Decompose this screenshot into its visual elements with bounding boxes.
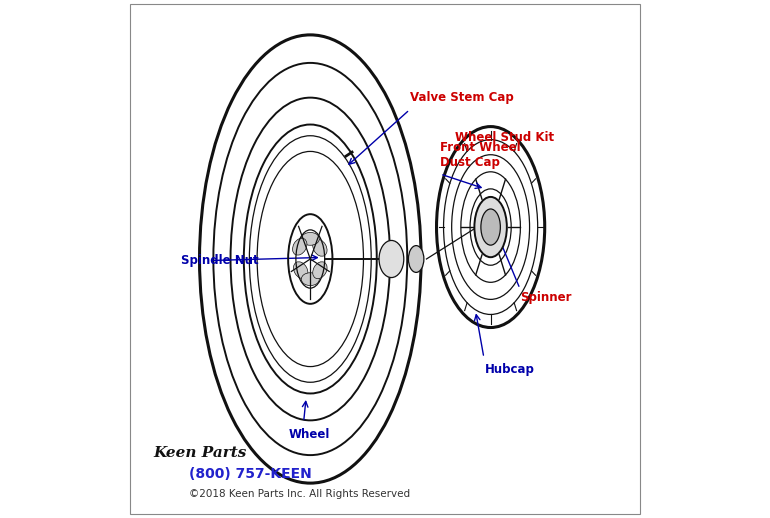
Text: Spinner: Spinner xyxy=(521,292,572,305)
Ellipse shape xyxy=(313,239,327,256)
Ellipse shape xyxy=(474,197,507,257)
Ellipse shape xyxy=(293,262,308,279)
Ellipse shape xyxy=(313,262,327,279)
Text: Wheel: Wheel xyxy=(289,428,330,441)
Text: Keen Parts: Keen Parts xyxy=(153,447,246,461)
Text: ©2018 Keen Parts Inc. All Rights Reserved: ©2018 Keen Parts Inc. All Rights Reserve… xyxy=(189,489,410,499)
Ellipse shape xyxy=(301,273,320,285)
Ellipse shape xyxy=(408,246,424,272)
Ellipse shape xyxy=(379,240,403,278)
Text: Valve Stem Cap: Valve Stem Cap xyxy=(410,92,514,105)
Ellipse shape xyxy=(481,209,500,245)
Text: (800) 757-KEEN: (800) 757-KEEN xyxy=(189,467,312,481)
Text: Hubcap: Hubcap xyxy=(484,363,534,376)
Ellipse shape xyxy=(301,233,320,245)
Text: Front Wheel
Dust Cap: Front Wheel Dust Cap xyxy=(440,141,521,169)
Ellipse shape xyxy=(293,238,307,255)
Text: Spindle Nut: Spindle Nut xyxy=(182,254,259,267)
Text: Wheel Stud Kit: Wheel Stud Kit xyxy=(454,132,554,145)
